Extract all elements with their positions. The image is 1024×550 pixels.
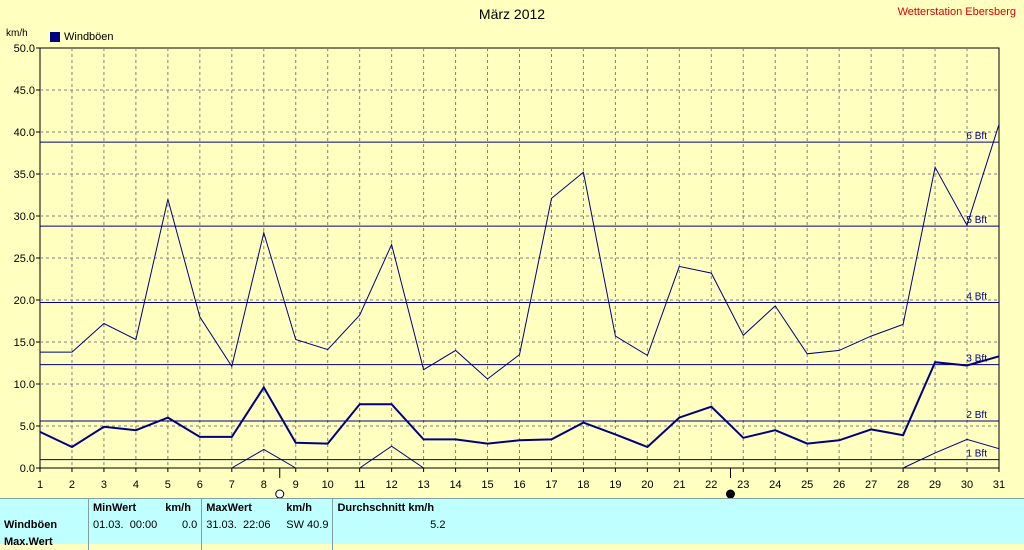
new-moon-icon — [725, 489, 735, 498]
series-line-min — [902, 438, 1000, 469]
series-line-min — [231, 448, 296, 469]
x-tick-label: 24 — [769, 479, 781, 491]
stats-row-label: Windböen — [4, 518, 58, 531]
station-name: Wetterstation Ebersberg — [897, 6, 1016, 18]
beaufort-label: 6 Bft — [966, 131, 987, 142]
stats-table: MinWert km/h MaxWert km/h Durchschnitt k… — [0, 499, 450, 550]
min-unit-header: km/h — [165, 501, 191, 514]
x-tick-label: 7 — [229, 479, 235, 491]
x-tick-label: 13 — [417, 479, 429, 491]
legend: Windböen — [50, 31, 114, 43]
x-tick-label: 12 — [386, 479, 398, 491]
legend-label: Windböen — [64, 31, 114, 43]
x-tick-label: 23 — [737, 479, 749, 491]
x-tick-label: 21 — [673, 479, 685, 491]
y-tick-label: 40.0 — [14, 127, 35, 139]
y-tick-label: 50.0 — [14, 43, 35, 55]
stats-row-label-2: Max.Wert — [4, 535, 53, 548]
y-tick-label: 5.0 — [20, 421, 35, 433]
max-header: MaxWert — [201, 499, 283, 516]
avg-header: Durchschnitt km/h — [332, 499, 450, 516]
x-tick-label: 26 — [833, 479, 845, 491]
y-tick-label: 10.0 — [14, 379, 35, 391]
x-tick-label: 6 — [197, 479, 203, 491]
x-tick-label: 8 — [261, 479, 267, 491]
beaufort-label: 2 Bft — [966, 410, 987, 421]
x-tick-label: 4 — [133, 479, 139, 491]
x-tick-label: 17 — [545, 479, 557, 491]
x-tick-label: 19 — [609, 479, 621, 491]
y-tick-label: 20.0 — [14, 295, 35, 307]
stats-header-row: MinWert km/h MaxWert km/h Durchschnitt k… — [0, 499, 450, 516]
x-tick-label: 22 — [705, 479, 717, 491]
beaufort-label: 1 Bft — [966, 449, 987, 460]
x-tick-label: 2 — [69, 479, 75, 491]
chart-title: März 2012 — [478, 6, 546, 22]
legend-swatch — [50, 32, 60, 42]
stats-row-partial: Max.Wert — [0, 533, 450, 550]
y-tick-label: 25.0 — [14, 253, 35, 265]
y-tick-label: 30.0 — [14, 211, 35, 223]
y-tick-label: 35.0 — [14, 169, 35, 181]
series-line-max — [40, 124, 1000, 380]
y-tick-label: 0.0 — [20, 463, 35, 475]
x-tick-label: 10 — [322, 479, 334, 491]
full-moon-icon — [275, 489, 285, 498]
min-header: MinWert — [88, 499, 162, 516]
x-tick-label: 25 — [801, 479, 813, 491]
series-line-mean — [39, 355, 1000, 449]
min-value-cell: 0.0 — [181, 518, 198, 531]
x-tick-label: 1 — [37, 479, 43, 491]
x-tick-label: 31 — [993, 479, 1005, 491]
wind-chart: 1 2 3 4 5 6 7 8 9 10 11 12 13 14 15 16 17 18 19 20 21 22 23 24 2… — [14, 43, 1005, 498]
x-tick-label: 28 — [897, 479, 909, 491]
x-tick-label: 5 — [165, 479, 171, 491]
x-tick-label: 20 — [641, 479, 653, 491]
max-unit-header: km/h — [286, 501, 312, 514]
avg-value-cell: 5.2 — [332, 516, 450, 533]
series-line-min — [359, 445, 424, 469]
y-tick-label: 45.0 — [14, 85, 35, 97]
stats-panel: MinWert km/h MaxWert km/h Durchschnitt k… — [0, 498, 1024, 550]
x-tick-label: 9 — [293, 479, 299, 491]
x-tick-label: 16 — [513, 479, 525, 491]
max-date-cell: 31.03. 22:06 — [201, 516, 283, 533]
y-tick-label: 15.0 — [14, 337, 35, 349]
x-tick-label: 11 — [354, 479, 365, 491]
x-tick-label: 15 — [481, 479, 493, 491]
x-tick-label: 3 — [101, 479, 107, 491]
y-axis-unit: km/h — [6, 28, 28, 39]
x-tick-label: 14 — [449, 479, 461, 491]
beaufort-label: 4 Bft — [966, 292, 987, 303]
x-tick-label: 29 — [929, 479, 941, 491]
x-tick-label: 27 — [865, 479, 877, 491]
beaufort-label: 5 Bft — [966, 215, 987, 226]
max-value-cell: SW 40.9 — [286, 518, 329, 531]
stats-row: Windböen 01.03. 00:00 0.0 31.03. 22:06 S… — [0, 516, 450, 533]
x-tick-label: 30 — [961, 479, 973, 491]
x-tick-label: 18 — [577, 479, 589, 491]
min-date-cell: 01.03. 00:00 — [88, 516, 162, 533]
beaufort-label: 3 Bft — [966, 354, 987, 365]
